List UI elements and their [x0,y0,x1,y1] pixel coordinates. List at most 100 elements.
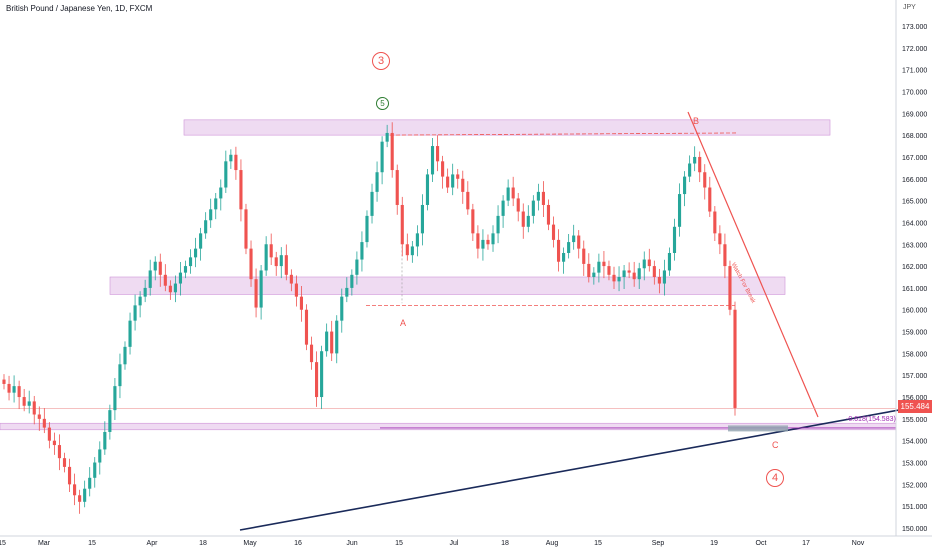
candle-body [7,383,11,393]
candle-body [204,220,208,234]
candle-body [708,187,712,212]
candle-body [451,174,455,188]
time-tick-label: 16 [294,540,302,547]
candle-body [456,174,460,179]
time-tick-label: Oct [756,540,767,547]
candle-body [219,187,223,199]
candle-body [153,261,157,271]
time-tick-label: 18 [199,540,207,547]
candle-body [138,296,142,306]
candle-body [103,431,107,450]
drawn-lines [0,111,932,531]
candle-body [128,320,132,347]
fib-level-label: -0.618(154.583) [846,416,896,423]
candle-body [37,414,41,419]
candle-body [425,174,430,205]
candle-body [632,272,636,280]
candle-body [572,235,576,243]
candle-body [78,495,82,502]
time-tick-label: 15 [0,540,6,547]
candle-body [562,252,566,262]
current-price-badge: 155.484 [898,400,932,413]
price-tick-label: 157.000 [902,373,927,380]
candle-body [355,259,359,275]
candle-body [340,296,344,321]
price-tick-label: 156.000 [902,395,927,402]
candle-body [582,248,586,264]
candle-body [158,261,162,275]
wave-c-label: C [772,440,779,450]
candle-body [718,233,722,245]
candle-body [254,279,258,308]
price-tick-label: 164.000 [902,220,927,227]
candle-body [83,488,87,502]
candle-body [622,270,626,277]
candle-body [380,141,384,173]
candle-body [194,248,198,258]
currency-label: JPY [903,4,916,11]
candle-body [556,239,561,262]
candle-body [627,270,631,273]
price-axis: 173.000 172.000 171.000 170.000 169.000 168.0… [895,0,927,536]
candle-body [249,248,253,280]
candle-body [430,146,435,175]
candle-body [148,270,152,288]
candle-body [506,187,510,201]
price-tick-label: 153.000 [902,461,927,468]
price-tick-label: 162.000 [902,264,927,271]
candle-body [466,191,470,210]
time-tick-label: Jul [450,540,459,547]
candle-body [607,266,611,275]
candle-body [289,274,293,284]
candle-body [360,242,364,260]
wave-5-label: 5 [376,97,389,110]
price-tick-label: 150.000 [902,526,927,533]
candle-body [93,462,97,478]
price-tick-label: 171.000 [902,68,927,75]
candle-body [325,331,329,352]
candle-body [143,287,147,297]
candle-body [42,418,46,428]
candle-body [667,252,672,271]
wave-a-label: A [400,318,407,328]
price-tick-label: 172.000 [902,46,927,53]
time-tick-label: 18 [501,540,509,547]
candle-body [345,287,349,297]
candle-body [183,266,188,273]
candle-body [17,386,21,398]
candle-body [567,242,571,253]
candle-body [173,283,177,293]
candle-body [385,132,389,142]
candle-body [541,191,545,205]
candle-body [592,272,596,277]
candle-body [693,156,697,164]
candle-body [27,401,31,406]
candle-body [435,146,440,162]
candle-body [32,401,36,415]
candle-body [315,362,319,398]
candle-body [88,477,92,489]
candle-body [698,156,702,173]
price-tick-label: 152.000 [902,482,927,489]
candle-body [264,244,268,271]
candle-body [405,244,409,256]
candle-body [294,283,298,297]
candle-body [491,233,495,245]
candle-body [47,427,51,441]
time-tick-label: 19 [710,540,718,547]
candle-body [163,274,167,286]
ascending-trendline [239,403,932,531]
time-tick-label: Apr [147,540,159,547]
candle-body [52,440,56,446]
candle-body [420,204,424,234]
candle-body [199,233,203,249]
candle-body [400,204,404,245]
candle-body [309,344,314,363]
candle-body [672,226,677,253]
candle-body [486,239,490,245]
price-tick-label: 155.000 [902,417,927,424]
candle-body [577,235,581,249]
candle-body [214,198,218,210]
candle-body [178,272,183,284]
